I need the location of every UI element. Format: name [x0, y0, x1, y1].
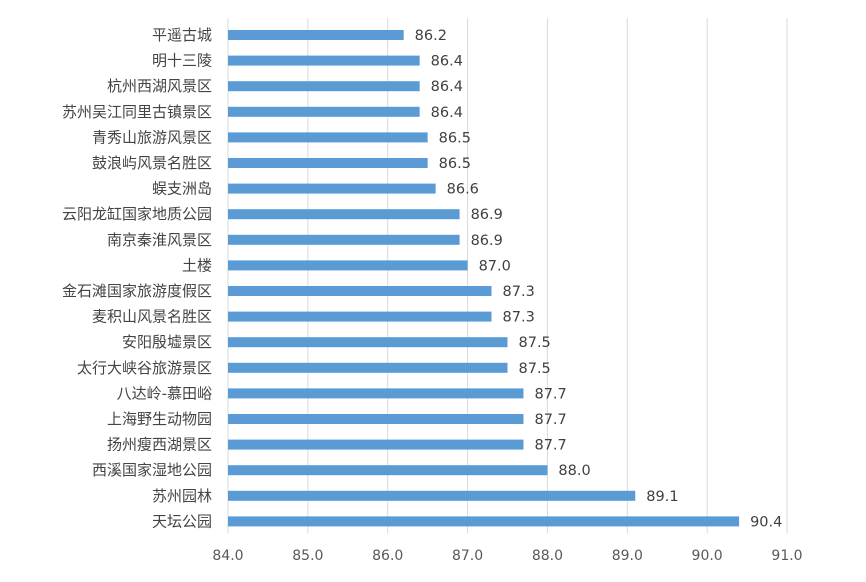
bar: [228, 465, 548, 476]
x-tick-label: 84.0: [212, 548, 243, 564]
bar: [228, 439, 524, 450]
category-label: 蜈支洲岛: [152, 180, 212, 198]
data-label: 87.3: [503, 284, 535, 300]
bar: [228, 106, 420, 117]
data-label: 87.0: [479, 258, 511, 274]
category-label: 青秀山旅游风景区: [92, 128, 212, 146]
bar: [228, 414, 524, 424]
category-label: 八达岭-慕田峪: [117, 384, 212, 402]
data-label: 87.5: [519, 361, 551, 377]
x-tick-label: 85.0: [292, 548, 323, 564]
category-label: 安阳殷墟景区: [122, 333, 212, 351]
data-label: 87.7: [534, 412, 566, 428]
bar: [228, 490, 636, 501]
category-label: 西溪国家湿地公园: [92, 461, 212, 479]
data-label: 87.5: [519, 335, 551, 351]
bar: [228, 183, 436, 194]
category-label: 苏州园林: [152, 487, 212, 505]
category-label: 天坛公园: [152, 512, 212, 530]
category-labels: 平遥古城明十三陵杭州西湖风景区苏州吴江同里古镇景区青秀山旅游风景区鼓浪屿风景名胜…: [62, 26, 212, 530]
category-label: 金石滩国家旅游度假区: [62, 282, 212, 300]
category-label: 太行大峡谷旅游景区: [77, 359, 212, 377]
category-label: 杭州西湖风景区: [107, 77, 212, 95]
data-label: 86.9: [471, 233, 503, 249]
category-label: 南京秦淮风景区: [107, 231, 212, 249]
data-label: 86.4: [431, 79, 463, 95]
category-label: 云阳龙缸国家地质公园: [62, 205, 212, 223]
bar: [228, 234, 460, 245]
bar: [228, 55, 420, 66]
category-label: 苏州吴江同里古镇景区: [62, 103, 212, 121]
data-label: 86.4: [431, 105, 463, 121]
category-label: 平遥古城: [152, 26, 212, 44]
data-label: 86.2: [415, 28, 447, 44]
bar: [228, 81, 420, 92]
data-label: 87.3: [503, 310, 535, 326]
x-tick-label: 90.0: [692, 548, 723, 564]
data-label: 86.4: [431, 54, 463, 70]
category-label: 上海野生动物园: [107, 410, 212, 428]
bar: [228, 337, 508, 348]
bar: [228, 362, 508, 373]
bar: [228, 311, 492, 322]
bars: [228, 30, 740, 527]
data-label: 86.9: [471, 207, 503, 223]
bar: [228, 158, 428, 168]
x-tick-label: 87.0: [452, 548, 483, 564]
x-tick-label: 88.0: [532, 548, 563, 564]
bar: [228, 260, 468, 271]
data-label: 89.1: [646, 489, 678, 505]
bar: [228, 132, 428, 143]
data-label: 86.5: [439, 130, 471, 146]
category-label: 麦积山风景名胜区: [92, 308, 212, 326]
data-label: 90.4: [750, 514, 782, 530]
bar: [228, 286, 492, 296]
category-label: 鼓浪屿风景名胜区: [92, 154, 212, 172]
x-tick-labels: 84.0 85.0 86.0 87.0 88.0 89.0 90.0 91.0: [212, 548, 802, 564]
bar: [228, 30, 404, 40]
gridlines: [227, 18, 788, 533]
bar: [228, 388, 524, 399]
bar: [228, 209, 460, 220]
category-label: 明十三陵: [152, 52, 212, 70]
category-label: 扬州瘦西湖景区: [107, 436, 212, 454]
data-label: 87.7: [534, 386, 566, 402]
x-tick-label: 89.0: [612, 548, 643, 564]
data-labels: 86.2 86.4 86.4 86.4 86.5 86.5 86.6 86.9 86.9 87.0…: [415, 28, 783, 530]
x-tick-label: 91.0: [771, 548, 802, 564]
data-label: 86.6: [447, 182, 479, 198]
bar: [228, 516, 740, 527]
data-label: 87.7: [534, 438, 566, 454]
data-label: 88.0: [558, 463, 590, 479]
category-label: 土楼: [182, 256, 212, 274]
data-label: 86.5: [439, 156, 471, 172]
x-tick-label: 86.0: [372, 548, 403, 564]
